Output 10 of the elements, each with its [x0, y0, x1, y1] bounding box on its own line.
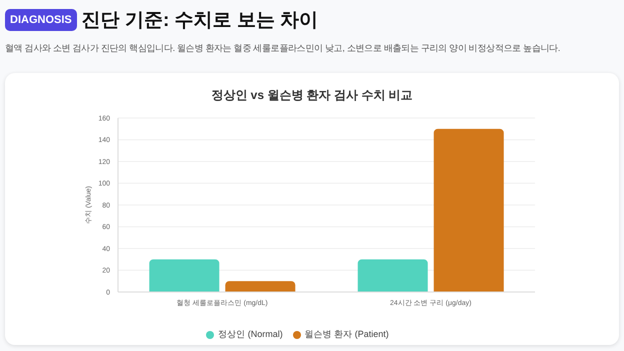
- legend-label: 윌슨병 환자 (Patient): [304, 329, 389, 339]
- text: DIAGNOSIS: [5, 9, 77, 31]
- chart-title: 정상인 vs 윌슨병 환자 검사 수치 비교: [210, 87, 414, 104]
- bar: [149, 259, 220, 292]
- legend-label: 정상인 (Normal): [218, 329, 283, 339]
- bar: [434, 128, 504, 292]
- bar: [225, 281, 296, 292]
- chart-subtitle: 혈액 검사와 소변 검사가 진단의 핵심입니다. 윌슨병 환자는 혈중 세룰로플라스민이 낮고, 소변으로 배출되는 구리의 양이 비정상적으로 높습니다.: [5, 42, 560, 55]
- text: 진단 기준: 수치로 보는 차이: [82, 9, 318, 33]
- bar: [358, 259, 428, 292]
